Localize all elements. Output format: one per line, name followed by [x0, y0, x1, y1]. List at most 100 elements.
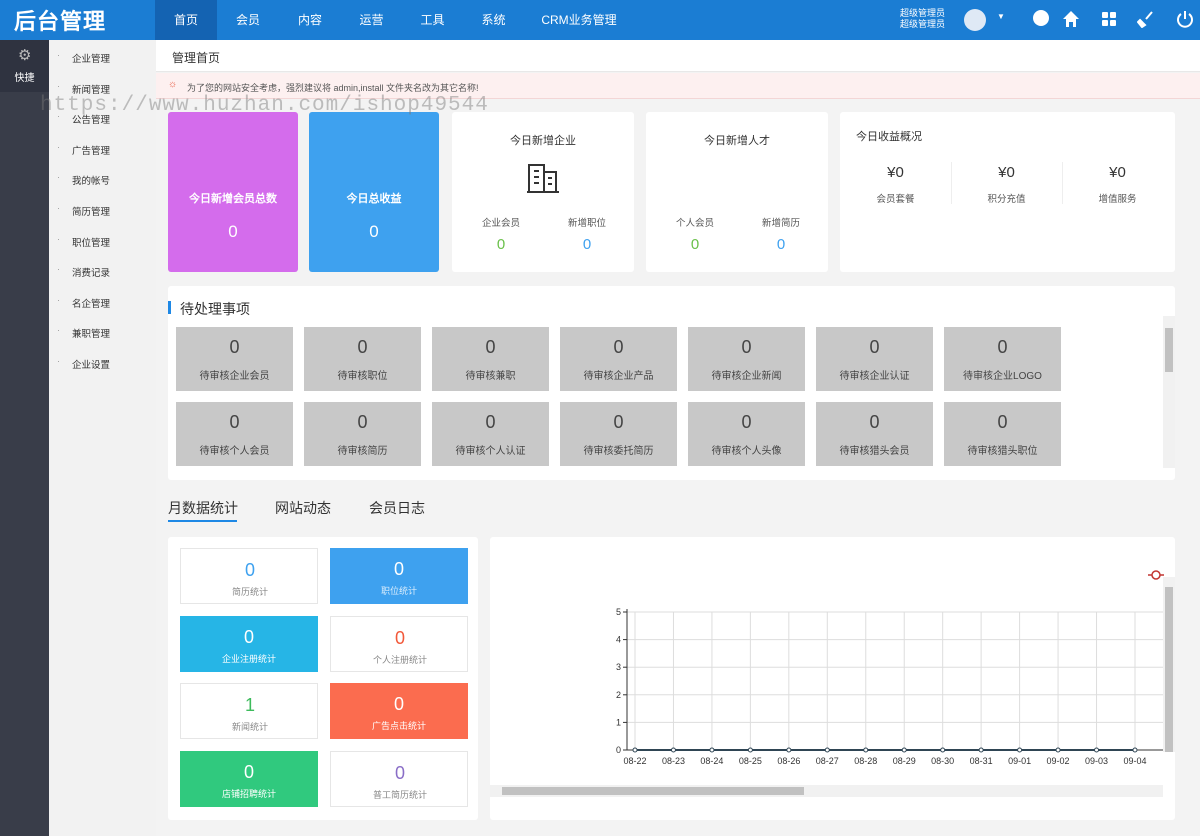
menu-item[interactable]: 消费记录 — [72, 268, 111, 280]
apps-icon[interactable] — [1101, 11, 1117, 27]
theme-icon[interactable] — [1033, 10, 1049, 26]
menu-item[interactable]: 新闻管理 — [72, 84, 111, 96]
tab[interactable]: 网站动态 — [275, 500, 331, 516]
notice-text: 为了您的网站安全考虑，强烈建议将 admin,install 文件夹名改为其它名… — [187, 83, 479, 93]
pending-count: 0 — [869, 412, 880, 432]
pending-item[interactable]: 0 待审核企业LOGO — [944, 327, 1061, 391]
series-point — [901, 747, 907, 753]
menu-dot: · — [57, 50, 60, 60]
scroll-thumb[interactable] — [1165, 328, 1173, 372]
pending-label: 待审核简历 — [337, 446, 388, 457]
x-tick-label: 09-04 — [1123, 756, 1146, 766]
monthly-item[interactable]: 0 普工简历统计 — [330, 750, 468, 807]
pending-count: 0 — [357, 337, 368, 357]
menu-dot: · — [57, 203, 60, 213]
v-scroll-thumb[interactable] — [1165, 587, 1173, 752]
breadcrumb: 管理首页 — [172, 51, 221, 65]
monthly-item[interactable]: 0 店铺招聘统计 — [180, 750, 318, 807]
home-icon[interactable] — [1062, 10, 1080, 28]
card-title: 今日新增人才 — [704, 135, 770, 147]
dropdown-caret[interactable]: ▼ — [997, 12, 1005, 21]
menu-item[interactable]: 企业设置 — [72, 360, 111, 371]
monthly-item[interactable]: 0 职位统计 — [330, 548, 468, 604]
quick-item[interactable]: ⚙ 快捷 — [0, 40, 49, 92]
pending-item[interactable]: 0 待审核企业会员 — [176, 327, 293, 391]
series-point — [1132, 747, 1138, 753]
nav-item[interactable]: 首页 — [155, 0, 217, 40]
stat-value: 0 — [582, 236, 592, 253]
logout-icon[interactable] — [1176, 10, 1194, 28]
menu-item[interactable]: 职位管理 — [72, 237, 111, 249]
income-value: ¥0 — [998, 164, 1015, 181]
menu-item[interactable]: 公告管理 — [72, 115, 111, 127]
x-tick-label: 09-03 — [1085, 756, 1108, 766]
nav-item[interactable]: CRM业务管理 — [541, 13, 617, 27]
stat-value: 0 — [776, 236, 786, 253]
pending-item[interactable]: 0 待审核个人认证 — [432, 402, 549, 466]
menu-item[interactable]: 我的帐号 — [72, 176, 111, 188]
menu-dot: · — [57, 294, 60, 305]
avatar[interactable] — [964, 9, 986, 31]
nav-item[interactable]: 运营 — [359, 13, 384, 27]
menu-dot: · — [57, 80, 60, 91]
pending-item[interactable]: 0 待审核猎头职位 — [944, 402, 1061, 466]
nav-item[interactable]: 工具 — [420, 13, 445, 27]
monthly-item[interactable]: 0 简历统计 — [180, 548, 318, 604]
y-tick-label: 0 — [616, 745, 621, 755]
monthly-item[interactable]: 1 新闻统计 — [180, 683, 318, 739]
card-title: 今日收益概况 — [856, 131, 922, 143]
series-point — [1094, 747, 1100, 753]
pending-item[interactable]: 0 待审核简历 — [304, 402, 421, 466]
monthly-value: 0 — [243, 761, 254, 782]
x-tick-label: 08-28 — [854, 756, 877, 766]
nav-item[interactable]: 系统 — [481, 13, 506, 27]
pending-item[interactable]: 0 待审核个人头像 — [688, 402, 805, 466]
pending-label: 待审核猎头职位 — [967, 446, 1038, 457]
pending-item[interactable]: 0 待审核职位 — [304, 327, 421, 391]
pending-item[interactable]: 0 待审核企业认证 — [816, 327, 933, 391]
menu-item[interactable]: 名企管理 — [72, 298, 111, 310]
pending-item[interactable]: 0 待审核企业新闻 — [688, 327, 805, 391]
pending-count: 0 — [613, 337, 624, 357]
clean-icon[interactable] — [1137, 10, 1155, 28]
notice-icon: ☼ — [168, 79, 178, 90]
monthly-item[interactable]: 0 个人注册统计 — [330, 615, 468, 672]
pending-item[interactable]: 0 待审核委托简历 — [560, 402, 677, 466]
nav-item[interactable]: 内容 — [297, 13, 322, 27]
members-card: 今日新增会员总数 0 — [168, 112, 298, 272]
nav-item[interactable]: 会员 — [235, 13, 260, 27]
top-bar: 后台管理 ▼ 首页 会员 内容 运营 工具 系统 CRM业务管理 超级管理员 超级管理员 — [0, 0, 1200, 40]
pending-count: 0 — [485, 412, 496, 432]
pending-item[interactable]: 0 待审核企业产品 — [560, 327, 677, 391]
tabs: 月数据统计 网站动态 会员日志 — [156, 492, 1200, 522]
main: 管理首页 ☼ 为了您的网站安全考虑，强烈建议将 admin,install 文件… — [156, 40, 1200, 836]
menu-item[interactable]: 简历管理 — [72, 207, 111, 218]
legend-marker[interactable] — [1151, 570, 1161, 580]
monthly-item[interactable]: 0 企业注册统计 — [180, 615, 318, 672]
monthly-item[interactable]: 0 广告点击统计 — [330, 683, 468, 739]
monthly-label: 普工简历统计 — [372, 789, 427, 800]
monthly-value: 0 — [393, 694, 404, 714]
menu-item[interactable]: 兼职管理 — [72, 329, 111, 341]
tab[interactable]: 会员日志 — [369, 500, 425, 516]
menu-item[interactable]: 广告管理 — [72, 145, 111, 157]
tab[interactable]: 月数据统计 — [168, 500, 238, 516]
pending-label: 待审核猎头会员 — [839, 446, 910, 457]
pending-label: 待审核企业认证 — [839, 371, 910, 382]
menu-item[interactable]: 企业管理 — [72, 54, 111, 65]
pending-count: 0 — [229, 412, 240, 432]
h-scroll-thumb[interactable] — [502, 787, 804, 795]
divider — [1062, 162, 1063, 204]
tab-underline — [168, 520, 237, 522]
pending-item[interactable]: 0 待审核个人会员 — [176, 402, 293, 466]
stat-label: 企业会员 — [481, 218, 520, 229]
scrollbar[interactable] — [1163, 316, 1175, 468]
pending-item[interactable]: 0 待审核猎头会员 — [816, 402, 933, 466]
card-title: 今日新增企业 — [510, 135, 576, 147]
pending-label: 待审核企业产品 — [583, 371, 654, 382]
revenue-label: 今日总收益 — [346, 193, 402, 205]
pending-item[interactable]: 0 待审核兼职 — [432, 327, 549, 391]
x-tick-label: 08-23 — [662, 756, 685, 766]
menu-dot: · — [57, 141, 60, 152]
members-label: 今日新增会员总数 — [189, 193, 277, 205]
